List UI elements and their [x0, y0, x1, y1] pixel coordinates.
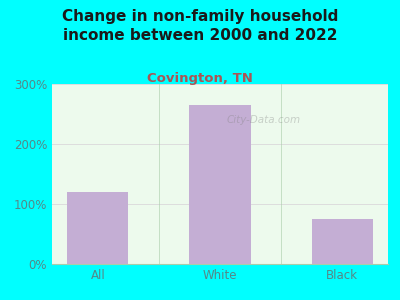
Bar: [312, 219, 373, 264]
Text: Covington, TN: Covington, TN: [147, 72, 253, 85]
Text: Change in non-family household
income between 2000 and 2022: Change in non-family household income be…: [62, 9, 338, 43]
Text: City-Data.com: City-Data.com: [227, 115, 301, 125]
Bar: [190, 105, 250, 264]
Bar: [67, 192, 128, 264]
